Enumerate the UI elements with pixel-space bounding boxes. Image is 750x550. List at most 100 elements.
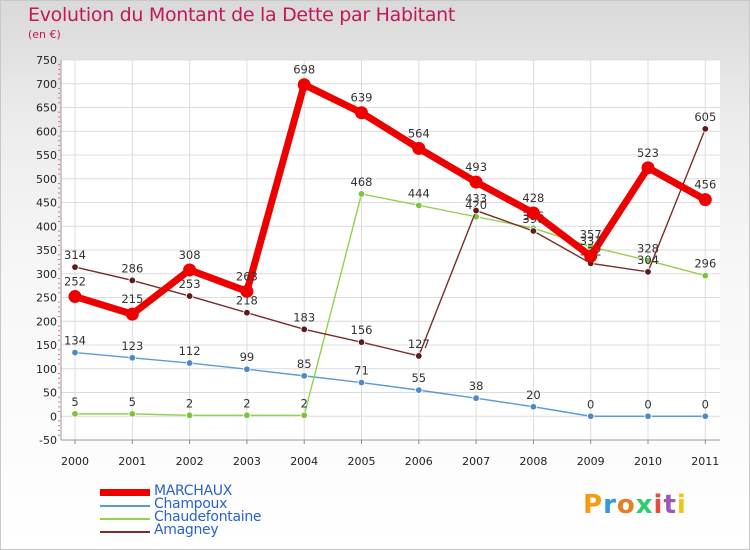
y-tick-label: 350: [36, 244, 57, 257]
data-point-champoux: [357, 378, 366, 387]
y-tick-label: 150: [36, 339, 57, 352]
data-point-champoux: [128, 354, 136, 362]
y-tick-label: 250: [36, 292, 57, 305]
logo-letter: P: [583, 490, 604, 520]
chart-title: Evolution du Montant de la Dette par Hab…: [28, 4, 456, 26]
y-tick-label: 100: [36, 363, 57, 376]
data-point-champoux: [415, 386, 423, 394]
data-point-champoux: [243, 365, 251, 373]
y-tick-label: 650: [36, 102, 57, 115]
data-point-amagney: [529, 227, 538, 235]
x-tick-label: 2002: [176, 455, 204, 468]
y-tick-label: 700: [36, 78, 57, 91]
data-point-marchaux: [641, 161, 655, 175]
data-label-marchaux: 523: [637, 146, 659, 160]
data-label-amagney: 314: [64, 248, 86, 262]
data-label-chaudefontaine: 328: [637, 241, 659, 255]
data-point-marchaux: [125, 307, 139, 321]
data-point-chaudefontaine: [644, 256, 652, 265]
data-point-champoux: [644, 412, 652, 420]
data-point-champoux: [300, 372, 308, 380]
data-point-chaudefontaine: [71, 410, 79, 418]
data-label-amagney: 183: [293, 310, 315, 324]
data-point-amagney: [644, 268, 652, 276]
data-point-marchaux: [584, 249, 598, 263]
data-label-champoux: 0: [587, 397, 594, 411]
legend-label: MARCHAUX: [154, 483, 233, 499]
legend-swatch: [100, 489, 150, 496]
data-label-champoux: 99: [240, 350, 255, 364]
data-label-marchaux: 337: [580, 234, 602, 248]
legend-label: Champoux: [154, 496, 228, 512]
data-point-marchaux: [412, 141, 426, 155]
x-tick-label: 2001: [118, 455, 146, 468]
data-point-chaudefontaine: [300, 411, 308, 419]
y-tick-label: -50: [39, 434, 57, 447]
data-label-champoux: 0: [702, 397, 709, 411]
data-label-marchaux: 428: [522, 191, 544, 205]
data-label-champoux: 20: [526, 388, 541, 402]
data-label-marchaux: 456: [694, 178, 716, 192]
y-tick-label: 500: [36, 173, 57, 186]
x-tick-label: 2003: [233, 455, 261, 468]
data-label-marchaux: 308: [179, 248, 201, 262]
data-label-marchaux: 252: [64, 275, 86, 289]
data-point-champoux: [701, 412, 709, 420]
x-tick-label: 2011: [691, 455, 719, 468]
data-label-champoux: 38: [469, 379, 484, 393]
data-label-chaudefontaine: 2: [301, 396, 308, 410]
y-tick-label: 300: [36, 268, 57, 281]
x-tick-label: 2004: [290, 455, 318, 468]
data-label-amagney: 286: [121, 261, 143, 275]
data-point-amagney: [415, 352, 423, 360]
data-point-champoux: [529, 403, 538, 411]
data-label-amagney: 433: [465, 192, 487, 206]
data-point-marchaux: [183, 263, 197, 277]
data-label-amagney: 605: [694, 110, 716, 124]
proxiti-logo: Proxiti: [583, 490, 687, 520]
y-tick-label: 450: [36, 197, 57, 210]
data-label-marchaux: 493: [465, 160, 487, 174]
data-label-marchaux: 263: [236, 269, 258, 283]
legend-label: Chaudefontaine: [154, 509, 262, 525]
data-label-amagney: 253: [179, 277, 201, 291]
data-label-amagney: 127: [408, 337, 430, 351]
data-label-champoux: 134: [64, 334, 86, 348]
logo-letter: o: [616, 490, 636, 520]
x-tick-label: 2010: [634, 455, 662, 468]
series-line-chaudefontaine: [74, 193, 706, 416]
data-point-chaudefontaine: [185, 411, 194, 419]
y-tick-label: 200: [36, 315, 57, 328]
data-point-amagney: [243, 309, 251, 317]
data-label-chaudefontaine: 2: [186, 396, 193, 410]
data-point-amagney: [701, 125, 709, 133]
legend-swatch: [100, 531, 150, 533]
data-point-marchaux: [469, 175, 483, 189]
x-tick-label: 2008: [519, 455, 547, 468]
data-point-marchaux: [355, 106, 368, 120]
logo-letter: x: [635, 490, 654, 520]
data-label-chaudefontaine: 444: [408, 186, 430, 200]
data-label-chaudefontaine: 2: [243, 396, 250, 410]
data-label-amagney: 218: [236, 294, 258, 308]
data-label-champoux: 71: [354, 364, 369, 378]
data-label-champoux: 0: [644, 397, 651, 411]
x-tick-label: 2006: [405, 455, 433, 468]
data-point-champoux: [472, 394, 480, 402]
x-tick-label: 2009: [577, 455, 605, 468]
chart-subtitle: (en €): [28, 28, 61, 41]
data-point-amagney: [128, 276, 136, 285]
data-label-champoux: 112: [179, 344, 201, 358]
data-label-chaudefontaine: 5: [71, 395, 78, 409]
data-point-chaudefontaine: [701, 271, 709, 280]
data-point-amagney: [300, 325, 308, 334]
logo-letter: r: [603, 490, 617, 520]
series-line-marchaux: [71, 81, 709, 318]
legend-swatch: [100, 518, 150, 520]
data-label-amagney: 156: [351, 323, 373, 337]
data-label-chaudefontaine: 468: [351, 175, 373, 189]
data-point-champoux: [185, 359, 194, 367]
data-point-marchaux: [297, 78, 311, 92]
data-point-marchaux: [698, 193, 712, 207]
